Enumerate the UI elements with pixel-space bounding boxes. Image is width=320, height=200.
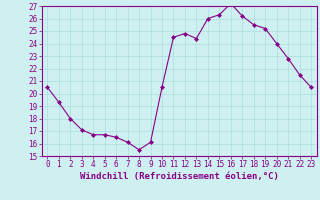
X-axis label: Windchill (Refroidissement éolien,°C): Windchill (Refroidissement éolien,°C) [80,172,279,181]
